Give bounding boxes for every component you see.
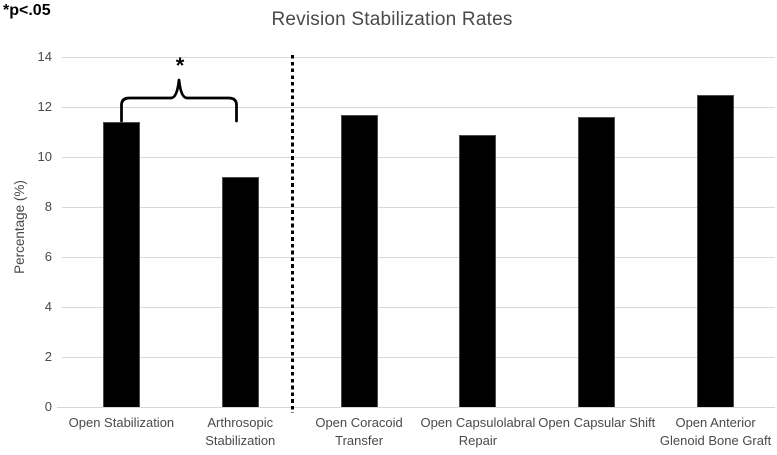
gridline [62,356,775,358]
y-tick-label: 8 [44,199,52,214]
significance-asterisk: * [175,53,185,78]
x-axis-line [57,406,775,408]
x-axis-label: Open Capsulolabral Repair [420,415,536,448]
bar [102,122,140,407]
bar [697,94,735,407]
gridline [62,306,775,308]
bar [459,134,497,407]
y-tick-label: 2 [44,349,52,364]
bar [340,114,378,407]
y-tick-label: 4 [44,299,52,314]
separator-dotted-line [290,55,294,413]
x-axis-label: Arthrosopic Stabilization [205,415,276,448]
y-tick-label: 10 [37,149,52,164]
bar [221,177,259,407]
y-tick-label: 6 [44,249,52,264]
y-tick-label: 0 [44,399,52,414]
gridline [62,256,775,258]
plot-area: * [57,53,775,413]
x-axis-label: Open Stabilization [68,415,175,430]
gridline [62,106,775,108]
gridline [62,206,775,208]
x-axis-label: Open Anterior Glenoid Bone Graft [659,415,772,448]
gridline [62,156,775,158]
y-tick-label: 14 [37,49,52,64]
x-axis-label: Open Capsular Shift [538,415,656,430]
x-axis-label: Open Coracoid Transfer [315,415,403,448]
significance-bracket [120,78,238,123]
y-axis-title: Percentage (%) [12,180,27,274]
p-value-annotation: *p<.05 [3,2,51,19]
y-tick-label: 12 [37,99,52,114]
bar [578,117,616,407]
chart-title: Revision Stabilization Rates [271,9,513,30]
gridline [62,56,775,58]
